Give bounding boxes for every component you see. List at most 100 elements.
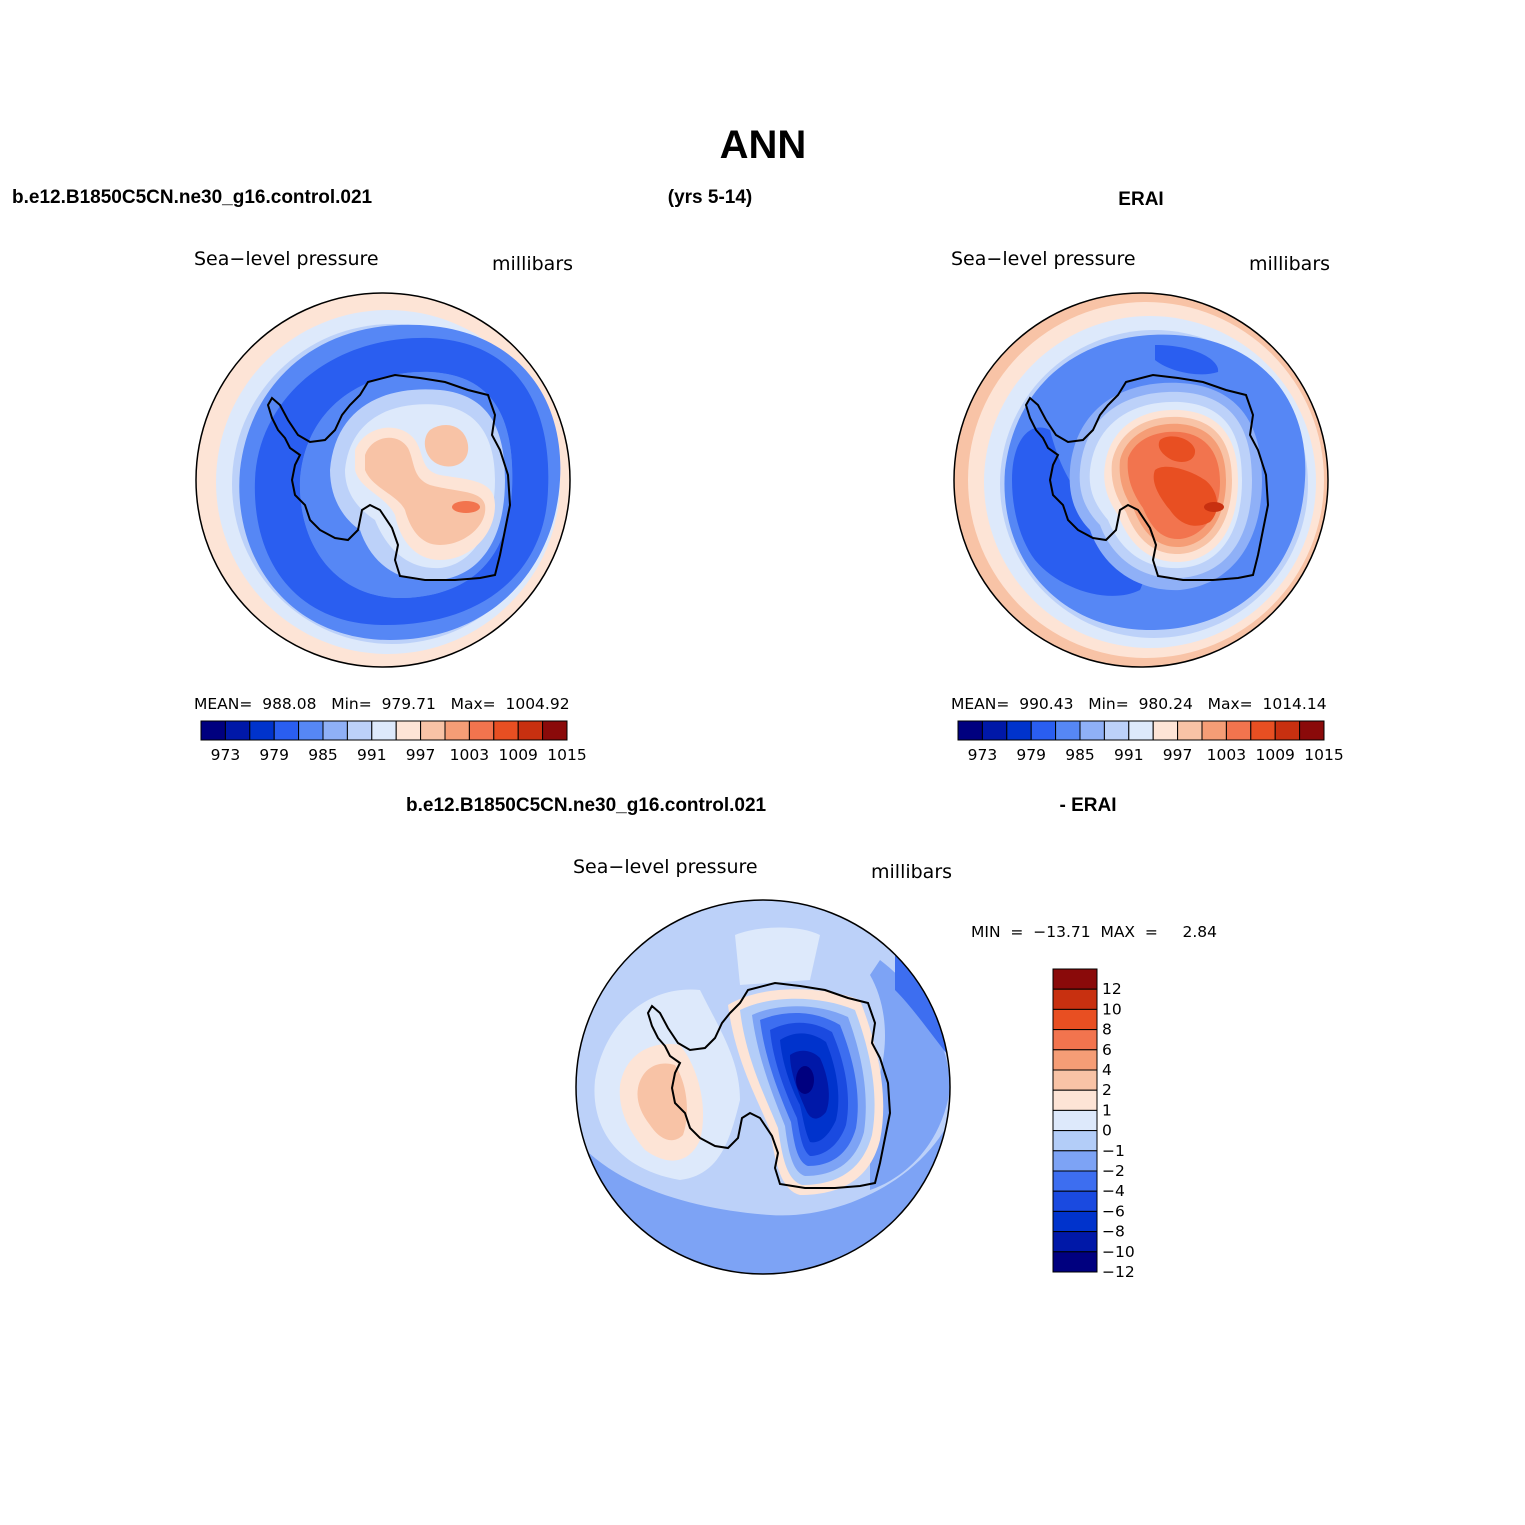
colorbar-tick-label: 1009 [498, 746, 537, 764]
colorbar-tick-label: 1003 [1207, 746, 1246, 764]
colorbar-swatch [1052, 1049, 1098, 1071]
colorbar-swatch [1052, 1008, 1098, 1031]
colorbar-swatch [1052, 1190, 1098, 1212]
colorbar-tick-label: −8 [1102, 1223, 1125, 1241]
colorbar-tick-label: −4 [1102, 1182, 1125, 1200]
panel-obs-stats: MEAN= 990.43 Min= 980.24 Max= 1014.14 [951, 695, 1327, 713]
obs-map-coast [1024, 373, 1270, 581]
colorbar-swatch [224, 720, 251, 741]
colorbar-swatch [1006, 720, 1032, 741]
colorbar-tick-label: 991 [1114, 746, 1144, 764]
colorbar-swatch [1052, 1210, 1098, 1233]
obs-colorbar [957, 720, 1325, 741]
colorbar-swatch [493, 720, 519, 741]
diff-map-border [575, 899, 951, 1275]
colorbar-swatch [200, 720, 226, 741]
colorbar-swatch [1052, 1089, 1098, 1111]
colorbar-swatch [1052, 1069, 1098, 1091]
panel-model-units: millibars [492, 253, 573, 275]
colorbar-swatch [395, 720, 422, 741]
colorbar-swatch [273, 720, 300, 741]
obs-map-border [953, 292, 1329, 668]
colorbar-swatch [444, 720, 470, 741]
model-map [196, 293, 570, 667]
model-map-low-core [254, 337, 549, 625]
colorbar-tick-label: 2 [1102, 1081, 1112, 1099]
diff-map-min [796, 1066, 814, 1094]
colorbar-swatch [1052, 1231, 1098, 1253]
colorbar-swatch [1052, 1150, 1098, 1172]
colorbar-swatch [1030, 720, 1057, 741]
obs-colorbar-ticks: 973 979 985 991 997 1003 1009 1015 [968, 746, 1344, 764]
colorbar-swatch [1177, 720, 1203, 741]
colorbar-tick-label: 979 [1016, 746, 1046, 764]
colorbar-tick-label: 6 [1102, 1041, 1112, 1059]
model-map-coast [266, 373, 512, 581]
colorbar-swatch [1052, 1130, 1098, 1152]
colorbar-swatch [1052, 1170, 1098, 1192]
colorbar-tick-label: 985 [1065, 746, 1095, 764]
colorbar-swatch [1079, 720, 1105, 741]
years-label: (yrs 5-14) [668, 187, 753, 208]
main-title: ANN [720, 123, 807, 167]
model-colorbar [200, 720, 568, 741]
panel-model-field: Sea−level pressure [194, 248, 379, 270]
obs-name: ERAI [1118, 189, 1163, 210]
colorbar-swatch [1052, 988, 1098, 1010]
colorbar-tick-label: 979 [259, 746, 289, 764]
colorbar-swatch [1052, 1029, 1098, 1051]
colorbar-swatch [371, 720, 397, 741]
colorbar-tick-label: −10 [1102, 1243, 1135, 1261]
panel-model-stats: MEAN= 988.08 Min= 979.71 Max= 1004.92 [194, 695, 570, 713]
colorbar-tick-label: −1 [1102, 1142, 1125, 1160]
model-map-max [452, 501, 480, 513]
colorbar-swatch [1055, 720, 1081, 741]
colorbar-tick-label: 12 [1102, 980, 1122, 998]
diff-case-name: b.e12.B1850C5CN.ne30_g16.control.021 [406, 795, 767, 816]
colorbar-tick-label: 973 [968, 746, 998, 764]
diff-colorbar [1052, 968, 1098, 1273]
panel-obs-field: Sea−level pressure [951, 248, 1136, 270]
diff-map-east-strong [895, 950, 950, 1060]
obs-map-low-core-east [1155, 345, 1219, 375]
colorbar-swatch [517, 720, 544, 741]
colorbar-tick-label: 991 [357, 746, 387, 764]
colorbar-swatch [322, 720, 348, 741]
colorbar-swatch [249, 720, 275, 741]
colorbar-tick-label: 973 [211, 746, 241, 764]
case-name: b.e12.B1850C5CN.ne30_g16.control.021 [12, 187, 373, 208]
diff-map-pos2 [637, 1063, 687, 1141]
colorbar-tick-label: 997 [1163, 746, 1193, 764]
colorbar-swatch [1250, 720, 1276, 741]
colorbar-swatch [1152, 720, 1179, 741]
panel-obs-units: millibars [1249, 253, 1330, 275]
colorbar-swatch [1201, 720, 1227, 741]
colorbar-swatch [298, 720, 324, 741]
diff-obs-name: - ERAI [1060, 795, 1117, 816]
colorbar-tick-label: 997 [406, 746, 436, 764]
colorbar-tick-label: 4 [1102, 1061, 1112, 1079]
diff-map [576, 900, 950, 1274]
colorbar-tick-label: 0 [1102, 1122, 1112, 1140]
obs-map-s6 [1153, 466, 1218, 526]
colorbar-tick-label: 1003 [450, 746, 489, 764]
colorbar-swatch [468, 720, 495, 741]
panel-diff-stats: MIN = −13.71 MAX = 2.84 [971, 923, 1217, 941]
colorbar-tick-label: 1009 [1255, 746, 1294, 764]
colorbar-swatch [1052, 1109, 1098, 1132]
model-colorbar-ticks: 973 979 985 991 997 1003 1009 1015 [211, 746, 587, 764]
model-map-high2 [365, 437, 486, 545]
obs-map [954, 293, 1328, 667]
panel-model: Sea−level pressure millibars MEAN= 988.0… [194, 248, 587, 764]
model-map-high-east [424, 425, 469, 467]
colorbar-swatch [1052, 1251, 1098, 1273]
panel-diff-units: millibars [871, 861, 952, 883]
colorbar-swatch [1128, 720, 1154, 741]
colorbar-swatch [1103, 720, 1130, 741]
colorbar-swatch [1225, 720, 1252, 741]
colorbar-tick-label: 1015 [1304, 746, 1343, 764]
colorbar-swatch [1274, 720, 1301, 741]
colorbar-tick-label: −12 [1102, 1263, 1135, 1281]
